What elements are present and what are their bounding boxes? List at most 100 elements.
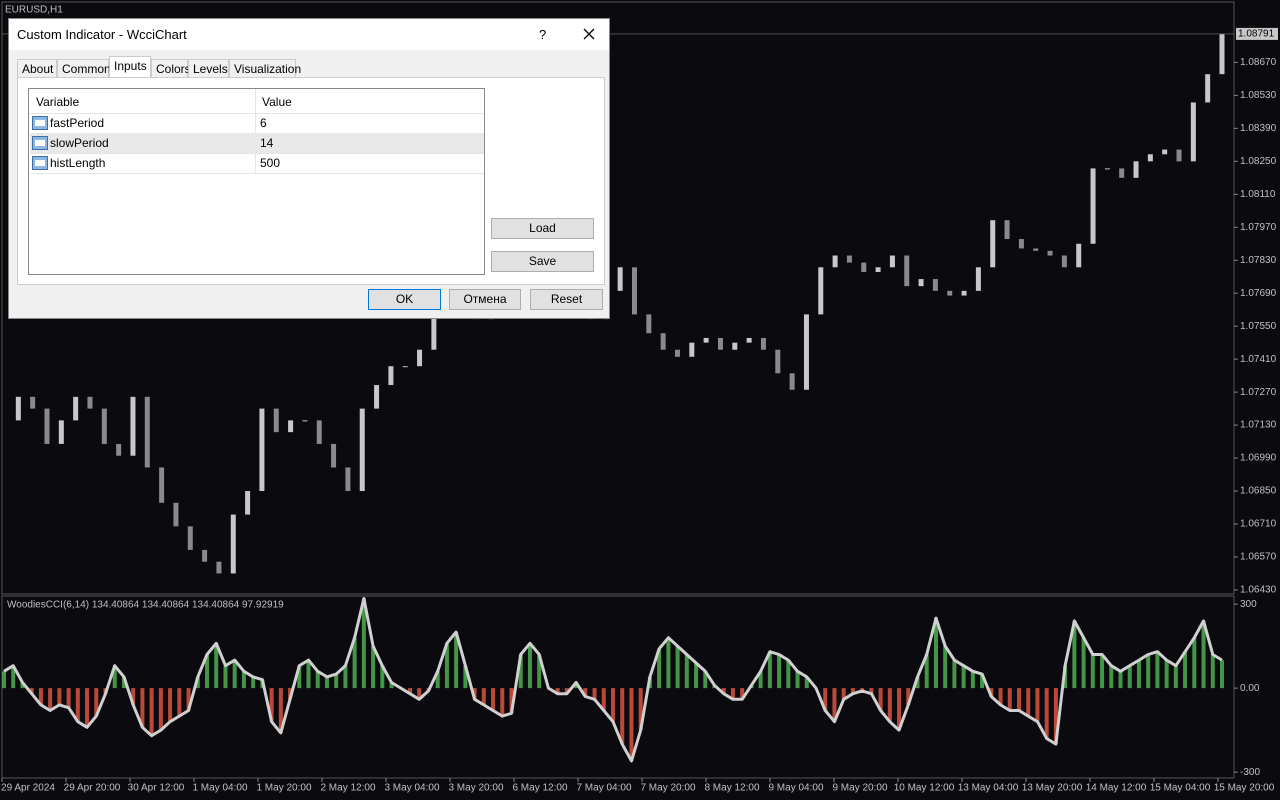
tab[interactable]: Common <box>57 59 111 77</box>
candle <box>1219 34 1225 75</box>
close-button[interactable] <box>582 27 596 41</box>
histogram-bar <box>435 671 440 689</box>
y-tick-label: 1.08390 <box>1240 123 1277 134</box>
candle <box>631 267 637 315</box>
histogram-bar <box>1201 620 1206 689</box>
histogram-bar <box>1109 665 1114 689</box>
histogram-bar <box>1210 654 1215 689</box>
y-tick-label: 1.06990 <box>1240 453 1277 464</box>
histogram-bar <box>1192 637 1197 689</box>
candle <box>1176 149 1182 162</box>
x-tick-label: 8 May 12:00 <box>704 783 759 794</box>
x-tick-label: 3 May 20:00 <box>448 783 503 794</box>
candle <box>617 267 623 291</box>
histogram-bar <box>315 671 320 689</box>
histogram-bar <box>924 654 929 689</box>
tab[interactable]: Inputs <box>109 56 151 78</box>
histogram-bar <box>1007 688 1012 711</box>
histogram-bar <box>657 648 662 689</box>
candle <box>832 255 838 268</box>
value-cell: 6 <box>260 116 267 130</box>
type-icon <box>32 156 48 170</box>
histogram-bar <box>869 688 874 694</box>
y-tick-label: 1.08670 <box>1240 57 1277 68</box>
candle <box>1033 248 1039 251</box>
histogram-bar <box>943 646 948 689</box>
histogram-bar <box>961 665 966 689</box>
candle <box>1133 161 1139 178</box>
candle <box>273 408 279 433</box>
x-tick-label: 2 May 12:00 <box>320 783 375 794</box>
dialog-title: Custom Indicator - WcciChart <box>17 27 187 42</box>
table-row[interactable]: fastPeriod 6 <box>30 113 484 134</box>
candle <box>947 290 953 296</box>
candle <box>130 396 136 456</box>
dialog-button[interactable]: Reset <box>530 289 603 310</box>
side-button[interactable]: Save <box>491 251 594 272</box>
histogram-bar <box>463 665 468 689</box>
candle <box>703 337 709 343</box>
candle <box>904 255 910 287</box>
histogram-bar <box>897 688 902 731</box>
histogram-bar <box>158 688 163 731</box>
histogram-bar <box>933 618 938 689</box>
histogram-bar <box>878 688 883 711</box>
histogram-bar <box>57 688 62 705</box>
price-frame <box>1 1 1235 595</box>
candle <box>417 349 423 367</box>
histogram-bar <box>417 688 422 700</box>
candle <box>1190 102 1196 162</box>
candle <box>961 290 967 296</box>
y-tick-label: 1.07690 <box>1240 288 1277 299</box>
x-tick-label: 29 Apr 20:00 <box>64 783 121 794</box>
tab-panel: Variable Value fastPeriod 6 slowPeriod 14 hi… <box>17 77 605 285</box>
tab[interactable]: Colors <box>151 59 191 77</box>
histogram-bar <box>804 676 809 689</box>
y-tick-label: 1.07830 <box>1240 255 1277 266</box>
x-tick-label: 1 May 20:00 <box>256 783 311 794</box>
symbol-label: EURUSD,H1 <box>5 5 63 16</box>
candle <box>1162 149 1168 155</box>
title-bar <box>9 19 609 50</box>
dialog-button[interactable]: Отмена <box>449 289 521 310</box>
histogram-bar <box>500 688 505 717</box>
histogram-bar <box>269 688 274 722</box>
type-icon <box>32 116 48 130</box>
cci-line <box>3 597 1223 763</box>
histogram-bar <box>1146 654 1151 689</box>
help-button[interactable]: ? <box>539 27 547 42</box>
y-tick-label: 1.07550 <box>1240 321 1277 332</box>
histogram-bar <box>444 643 449 689</box>
variable-cell: slowPeriod <box>50 136 109 150</box>
histogram-bar <box>94 688 99 717</box>
candle <box>1147 154 1153 162</box>
histogram-bar <box>777 654 782 689</box>
inputs-table: Variable Value fastPeriod 6 slowPeriod 14 hi… <box>28 88 485 275</box>
table-row[interactable]: slowPeriod 14 <box>30 133 484 154</box>
histogram-bar <box>620 688 625 745</box>
candle <box>674 349 680 357</box>
histogram-bar <box>601 688 606 711</box>
table-row[interactable]: histLength 500 <box>30 153 484 174</box>
dialog-button[interactable]: OK <box>368 289 441 310</box>
y-tick-label: 1.08250 <box>1240 156 1277 167</box>
histogram-bar <box>832 688 837 722</box>
candle <box>402 366 408 368</box>
histogram-bar <box>1053 688 1058 745</box>
type-icon <box>32 136 48 150</box>
candle <box>216 561 222 574</box>
histogram-bar <box>324 676 329 689</box>
histogram-bar <box>850 688 855 694</box>
tab[interactable]: Levels <box>188 59 229 77</box>
candle <box>259 408 265 492</box>
histogram-bar <box>509 688 514 714</box>
candle <box>431 314 437 350</box>
histogram-bar <box>168 688 173 722</box>
candle <box>760 337 766 350</box>
tab[interactable]: Visualization <box>229 59 301 77</box>
histogram-bar <box>131 688 136 705</box>
y-tick-label: 1.06430 <box>1240 585 1277 596</box>
histogram-bar <box>998 688 1003 705</box>
tab[interactable]: About <box>17 59 57 77</box>
side-button[interactable]: Load <box>491 218 594 239</box>
